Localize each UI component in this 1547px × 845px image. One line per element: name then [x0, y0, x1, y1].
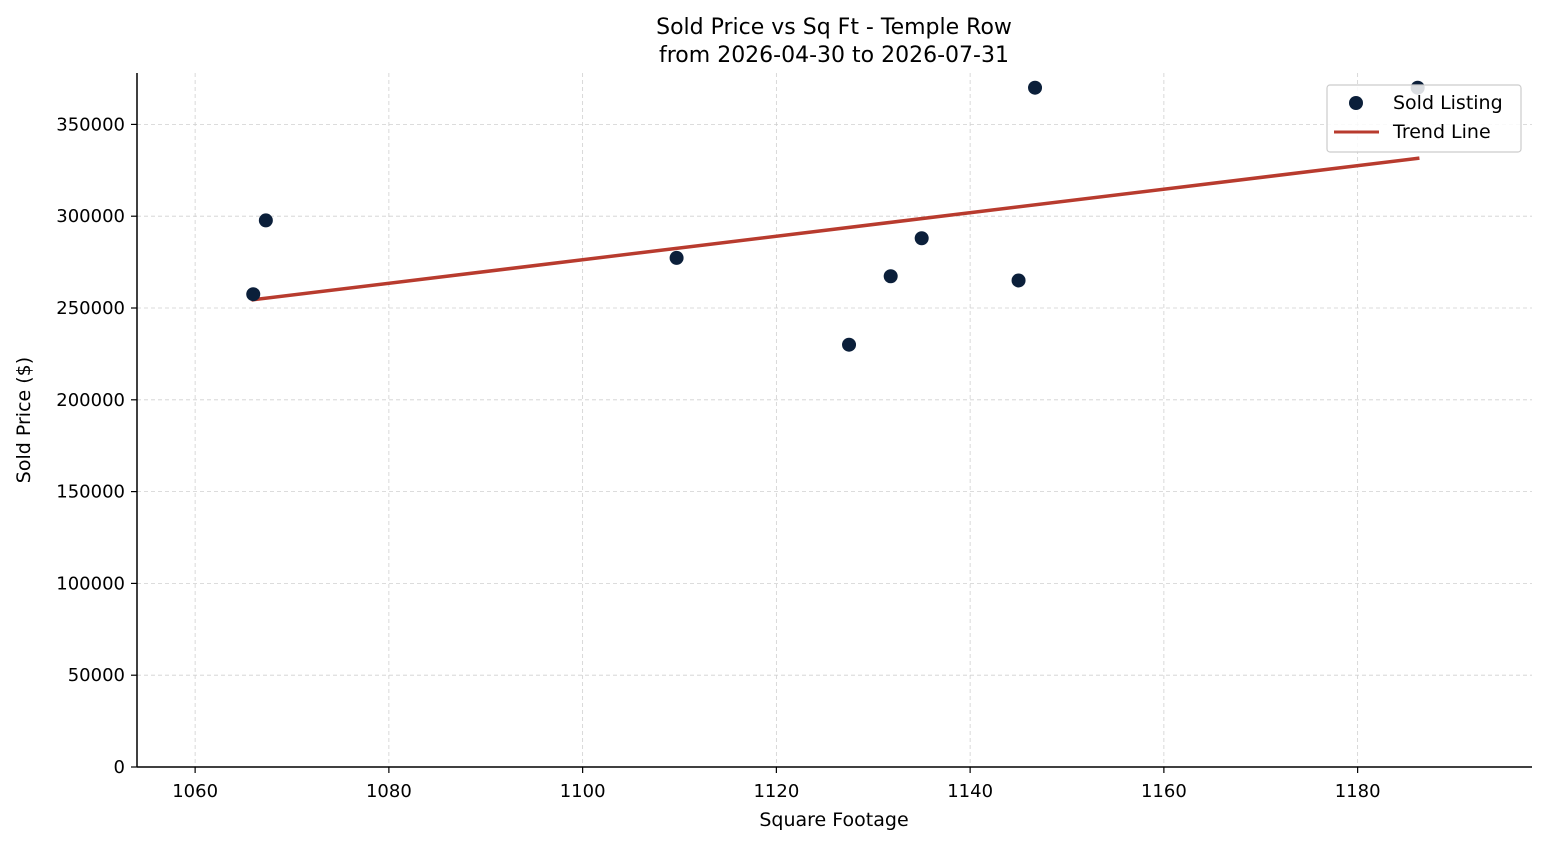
x-tick-label: 1100 — [560, 781, 606, 802]
legend-label-sold-listing: Sold Listing — [1393, 92, 1503, 114]
y-axis-label: Sold Price ($) — [13, 357, 35, 483]
y-tick-label: 100000 — [56, 573, 125, 594]
legend-box — [1326, 84, 1522, 153]
legend: Sold Listing Trend Line — [1326, 84, 1522, 153]
legend-label-trend-line: Trend Line — [1392, 121, 1491, 143]
scatter-point — [246, 287, 261, 302]
x-tick-label: 1180 — [1335, 781, 1381, 802]
x-tick-label: 1160 — [1141, 781, 1187, 802]
scatter-point — [883, 269, 898, 284]
trend-line — [251, 156, 1420, 302]
scatter-point — [1011, 273, 1026, 288]
y-tick-label: 300000 — [56, 206, 125, 227]
x-tick-label: 1140 — [947, 781, 993, 802]
axis-ticks: 1060 1080 1100 1120 1140 1160 1180 0 50000 100000… — [56, 114, 1380, 802]
scatter-point — [669, 250, 684, 265]
y-tick-label: 200000 — [56, 390, 125, 411]
y-tick-label: 50000 — [68, 665, 125, 686]
y-tick-label: 250000 — [56, 298, 125, 319]
scatter-point — [842, 337, 857, 352]
scatter-point — [1028, 80, 1043, 95]
y-tick-label: 150000 — [56, 482, 125, 503]
chart-subtitle: from 2026-04-30 to 2026-07-31 — [659, 43, 1009, 68]
trend-line-layer — [251, 156, 1420, 302]
legend-marker-sold-listing — [1349, 96, 1363, 110]
chart-title: Sold Price vs Sq Ft - Temple Row — [656, 15, 1012, 40]
grid — [137, 73, 1532, 768]
scatter-point — [914, 231, 929, 246]
scatter-points-layer — [246, 80, 1425, 352]
x-tick-label: 1060 — [172, 781, 218, 802]
y-tick-label: 350000 — [56, 114, 125, 135]
x-tick-label: 1080 — [366, 781, 412, 802]
x-axis-label: Square Footage — [759, 809, 908, 831]
scatter-point — [258, 213, 273, 228]
y-tick-label: 0 — [114, 757, 125, 778]
x-tick-label: 1120 — [753, 781, 799, 802]
